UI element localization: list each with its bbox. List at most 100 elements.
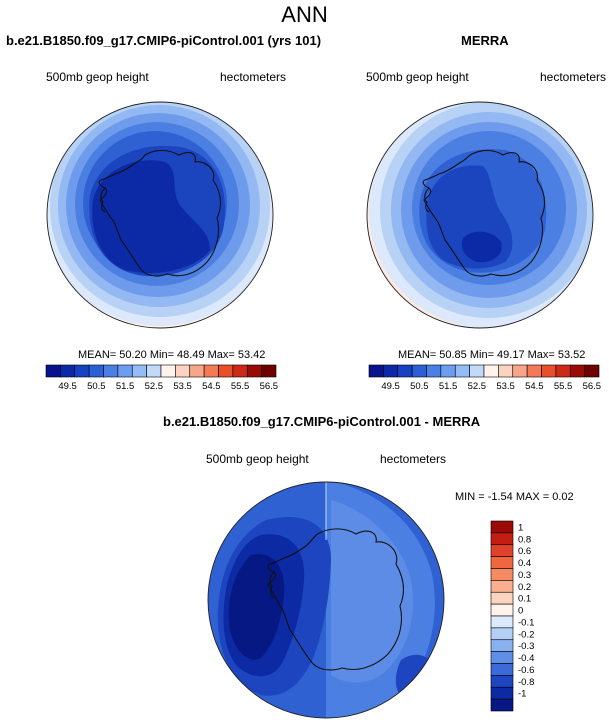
colorbar-tick-label: 0.3	[518, 570, 531, 581]
colorbar-swatch	[490, 615, 514, 629]
colorbar-swatch	[146, 364, 162, 378]
panel-2-polar-map	[366, 101, 594, 329]
coastline	[267, 528, 405, 671]
colorbar-swatch	[490, 544, 514, 557]
colorbar-swatch	[74, 364, 90, 378]
colorbar-tick-label: 0.2	[518, 582, 531, 593]
panel-1-title: b.e21.B1850.f09_g17.CMIP6-piControl.001 …	[6, 33, 322, 48]
colorbar-tick-label: 1	[518, 522, 523, 533]
contour-band	[331, 500, 413, 683]
colorbar-tick-label: 52.5	[468, 381, 487, 392]
colorbar-tick-label: -0.2	[518, 629, 534, 640]
panel-2-variable-label: 500mb geop height	[366, 70, 469, 84]
colorbar-swatch	[88, 364, 104, 378]
coastline	[424, 187, 430, 213]
colorbar-swatch	[490, 591, 514, 605]
panel-3-title: b.e21.B1850.f09_g17.CMIP6-piControl.001 …	[163, 414, 481, 429]
colorbar-tick-label: 49.5	[381, 381, 400, 392]
colorbar-swatch	[490, 686, 514, 700]
colorbar-swatch	[383, 364, 399, 378]
contour-band	[461, 231, 502, 263]
colorbar-swatch	[512, 364, 528, 378]
coastline	[422, 149, 546, 277]
colorbar-tick-label: 52.5	[145, 381, 164, 392]
colorbar-tick-label: 0.1	[518, 594, 531, 605]
colorbar-swatch	[469, 364, 485, 378]
colorbar-swatch	[555, 364, 571, 378]
colorbar-swatch	[541, 364, 557, 378]
colorbar-tick-label: 53.5	[496, 381, 515, 392]
colorbar-tick-label: 55.5	[554, 381, 573, 392]
colorbar-swatch	[189, 364, 205, 378]
colorbar-tick-label: 0.8	[518, 534, 531, 545]
colorbar-tick-label: 49.5	[58, 381, 77, 392]
colorbar-tick-label: -1	[518, 689, 526, 700]
colorbar-tick-label: 53.5	[173, 381, 192, 392]
colorbar-tick-label: 50.5	[87, 381, 106, 392]
colorbar-swatch	[483, 364, 499, 378]
colorbar-tick-label: 55.5	[231, 381, 250, 392]
panel-3-colorbar: 10.80.60.40.30.20.10-0.1-0.2-0.3-0.4-0.6…	[490, 520, 534, 712]
colorbar-swatch	[454, 364, 470, 378]
colorbar-swatch	[246, 364, 262, 378]
colorbar-swatch	[411, 364, 427, 378]
coastline	[269, 571, 275, 599]
colorbar-tick-label: 50.5	[410, 381, 429, 392]
colorbar-swatch	[232, 364, 248, 378]
colorbar-tick-label: -0.3	[518, 641, 534, 652]
panel-3-polar-map	[207, 481, 445, 719]
colorbar-tick-label: 51.5	[439, 381, 458, 392]
coastline	[100, 187, 106, 213]
colorbar-swatch	[490, 675, 514, 688]
page-title: ANN	[281, 2, 328, 27]
panel-3-variable-label: 500mb geop height	[206, 452, 309, 466]
contour-band	[228, 554, 285, 660]
panel-3-units-label: hectometers	[380, 452, 447, 466]
panel-1-units-label: hectometers	[220, 70, 287, 84]
colorbar-swatch	[440, 364, 456, 378]
coastline	[98, 149, 222, 277]
colorbar-swatch	[526, 364, 542, 378]
panel-1-polar-map	[46, 101, 274, 329]
colorbar-tick-label: 54.5	[202, 381, 221, 392]
colorbar-tick-label: -0.6	[518, 665, 534, 676]
colorbar-swatch	[490, 663, 514, 676]
colorbar-swatch	[490, 568, 514, 581]
colorbar-swatch	[103, 364, 119, 378]
colorbar-swatch	[498, 364, 514, 378]
colorbar-tick-label: 51.5	[116, 381, 135, 392]
colorbar-swatch	[584, 364, 600, 378]
contour-band	[92, 160, 210, 274]
colorbar-tick-label: 56.5	[583, 381, 602, 392]
colorbar-swatch	[490, 627, 514, 641]
contour-band	[395, 654, 435, 702]
panel-2-colorbar: 49.5 50.5 51.5 52.5 53.5 54.5 55.5 56.5	[368, 364, 602, 392]
colorbar-swatch	[490, 651, 514, 664]
colorbar-tick-label: -0.1	[518, 617, 534, 628]
colorbar-swatch	[490, 532, 514, 546]
colorbar-swatch	[569, 364, 585, 378]
colorbar-tick-label: 56.5	[260, 381, 279, 392]
colorbar-swatch	[368, 364, 384, 378]
panel-1-variable-label: 500mb geop height	[46, 70, 149, 84]
colorbar-swatch	[490, 556, 514, 569]
colorbar-swatch	[490, 580, 514, 593]
colorbar-swatch	[160, 364, 176, 378]
panel-2-title: MERRA	[461, 33, 509, 48]
colorbar-swatch	[45, 364, 61, 378]
colorbar-swatch	[490, 639, 514, 652]
colorbar-swatch	[490, 520, 514, 534]
colorbar-tick-label: 0.4	[518, 558, 531, 569]
colorbar-tick-label: 0.6	[518, 546, 531, 557]
panel-1-colorbar: 49.5 50.5 51.5 52.5 53.5 54.5 55.5 56.5	[45, 364, 279, 392]
panel-1-stats: MEAN= 50.20 Min= 48.49 Max= 53.42	[78, 349, 266, 361]
colorbar-swatch	[117, 364, 133, 378]
colorbar-tick-label: 54.5	[525, 381, 544, 392]
panel-2-units-label: hectometers	[540, 70, 607, 84]
colorbar-swatch	[60, 364, 76, 378]
colorbar-swatch	[175, 364, 191, 378]
colorbar-swatch	[426, 364, 442, 378]
colorbar-swatch	[131, 364, 147, 378]
colorbar-swatch	[203, 364, 219, 378]
panel-3-stats: MIN = -1.54 MAX = 0.02	[455, 491, 574, 503]
